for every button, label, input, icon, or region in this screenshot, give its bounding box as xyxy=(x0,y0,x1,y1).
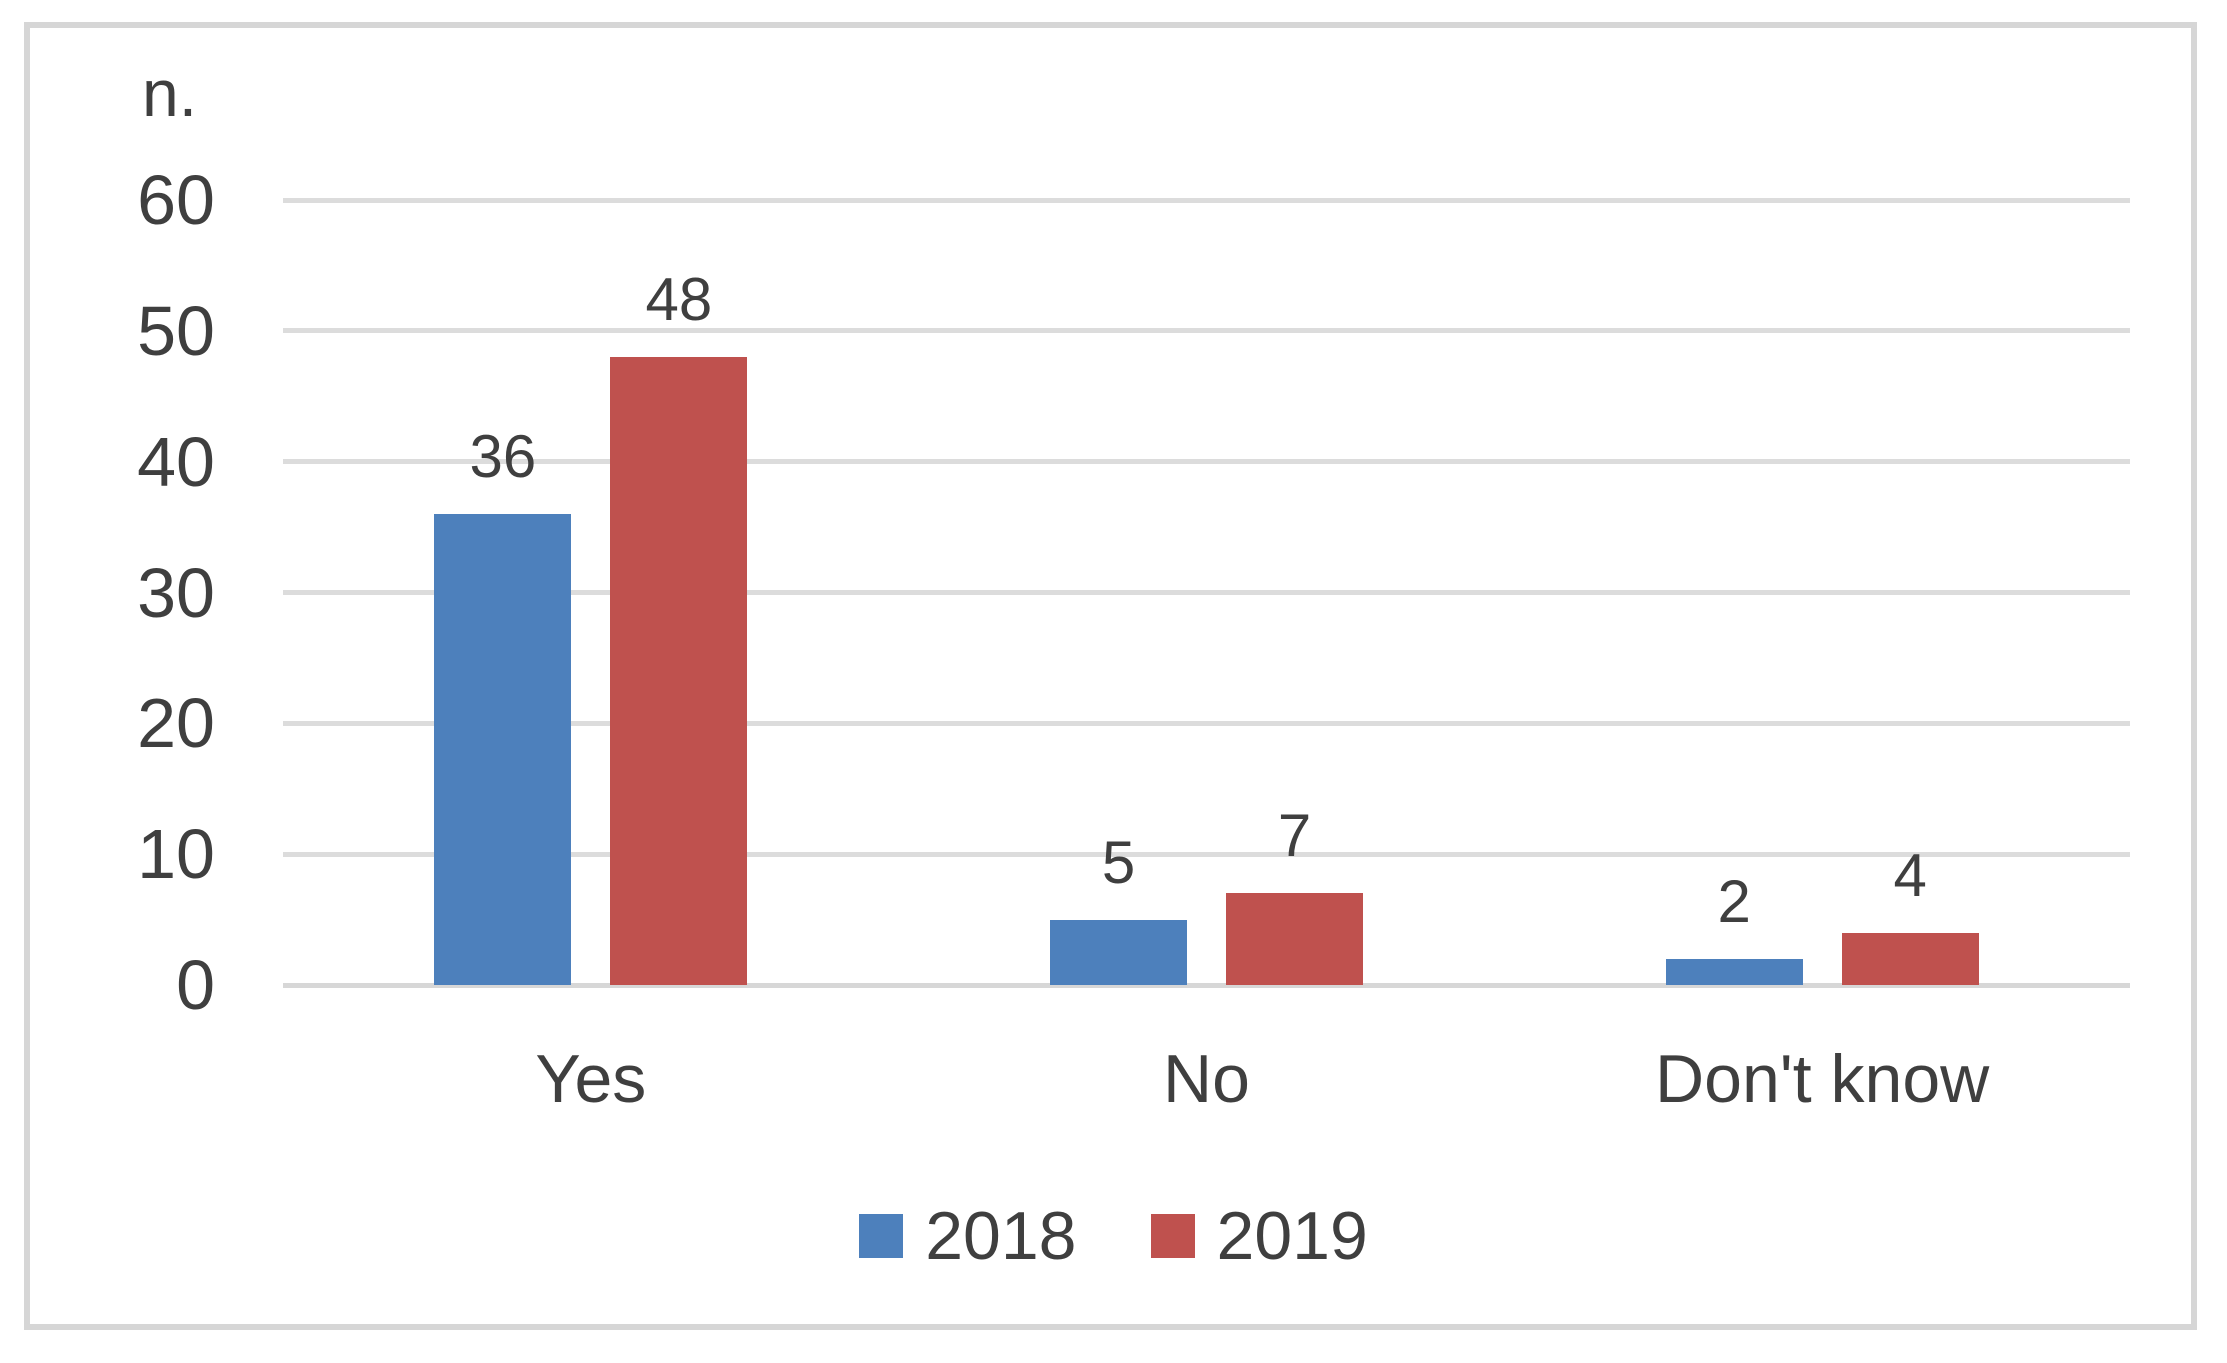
y-tick-label-60: 60 xyxy=(137,161,215,239)
y-tick-label-30: 30 xyxy=(137,553,215,632)
gridline-20 xyxy=(283,720,2130,726)
gridline-30 xyxy=(283,590,2130,595)
gridline-60 xyxy=(283,197,2130,203)
data-label-2019-don-t-know: 4 xyxy=(1893,841,1927,909)
legend-label-2019: 2019 xyxy=(1216,1198,1368,1274)
plot-area: 36 48 5 7 2 4 xyxy=(283,197,2130,988)
y-tick-label-10: 10 xyxy=(137,815,215,894)
gridline-10 xyxy=(283,851,2130,857)
data-label-2019-no: 7 xyxy=(1277,802,1312,870)
chart-frame xyxy=(24,22,2197,1330)
data-label-2018-yes: 36 xyxy=(469,423,537,490)
x-tick-label-no: No xyxy=(1163,1041,1250,1117)
bar-2019-yes xyxy=(610,357,748,985)
gridline-50 xyxy=(283,328,2130,334)
y-tick-label-40: 40 xyxy=(137,422,215,501)
bar-2019-no xyxy=(1226,893,1363,985)
gridline-40 xyxy=(283,459,2130,465)
legend: 2018 2019 xyxy=(0,1196,2227,1276)
legend-item-2018: 2018 xyxy=(859,1196,1077,1276)
legend-swatch-2019 xyxy=(1150,1214,1195,1258)
x-axis-line xyxy=(283,982,2130,988)
y-tick-label-20: 20 xyxy=(137,684,215,763)
legend-item-2019: 2019 xyxy=(1150,1196,1368,1276)
data-label-2019-yes: 48 xyxy=(645,266,713,333)
legend-label-2018: 2018 xyxy=(925,1198,1077,1274)
x-tick-label-yes: Yes xyxy=(535,1041,647,1117)
bar-2019-don-t-know xyxy=(1841,932,1979,985)
data-label-2018-don-t-know: 2 xyxy=(1717,867,1751,935)
bar-2018-don-t-know xyxy=(1665,958,1803,985)
bar-2018-no xyxy=(1050,919,1187,985)
y-tick-label-50: 50 xyxy=(137,291,215,370)
bar-2018-yes xyxy=(434,514,572,985)
y-axis-title: n. xyxy=(142,56,198,130)
x-tick-label-don-t-know: Don't know xyxy=(1655,1041,1990,1117)
data-label-2018-no: 5 xyxy=(1101,828,1136,896)
legend-swatch-2018 xyxy=(859,1214,904,1258)
y-tick-label-0: 0 xyxy=(176,946,215,1024)
